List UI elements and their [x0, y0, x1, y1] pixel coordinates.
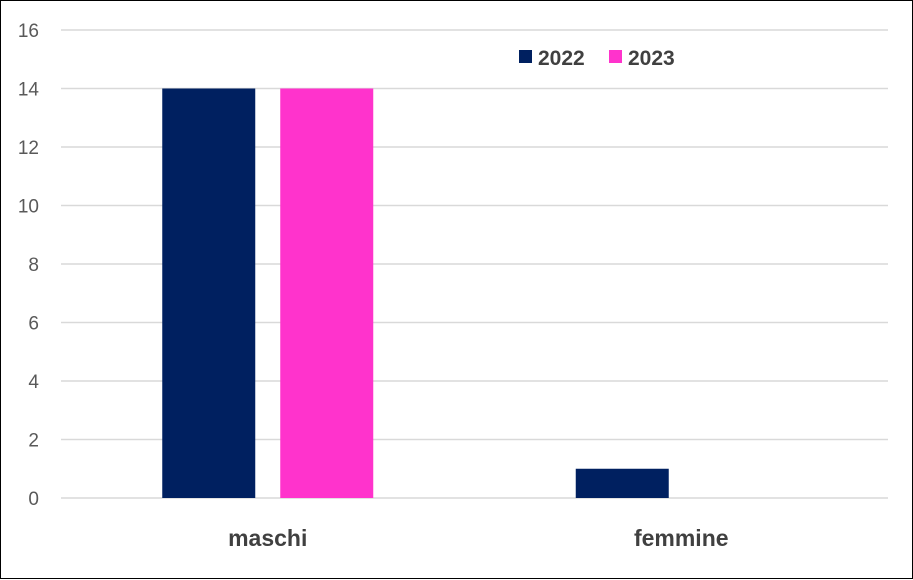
y-tick-label: 16 — [18, 21, 39, 42]
x-axis-categories: maschi femmine — [228, 525, 728, 551]
y-tick-label: 4 — [28, 372, 39, 393]
x-category-label: maschi — [228, 525, 307, 551]
legend-swatch — [609, 50, 622, 63]
legend-swatch — [519, 50, 532, 63]
y-tick-label: 2 — [28, 431, 39, 452]
y-axis-ticks: 0 2 4 6 8 10 12 14 16 — [18, 21, 40, 510]
y-tick-label: 12 — [18, 138, 39, 159]
y-tick-label: 8 — [28, 255, 39, 276]
y-tick-label: 14 — [18, 80, 40, 101]
bar-maschi-2022 — [162, 88, 256, 498]
x-category-label: femmine — [634, 525, 729, 551]
y-tick-label: 6 — [28, 314, 39, 335]
bars — [162, 88, 669, 498]
y-tick-label: 10 — [18, 197, 39, 218]
bar-femmine-2022 — [575, 468, 669, 498]
legend-label: 2022 — [538, 47, 585, 70]
legend: 2022 2023 — [519, 47, 675, 70]
bar-maschi-2023 — [280, 88, 374, 498]
legend-label: 2023 — [628, 47, 675, 70]
y-tick-label: 0 — [28, 489, 39, 510]
